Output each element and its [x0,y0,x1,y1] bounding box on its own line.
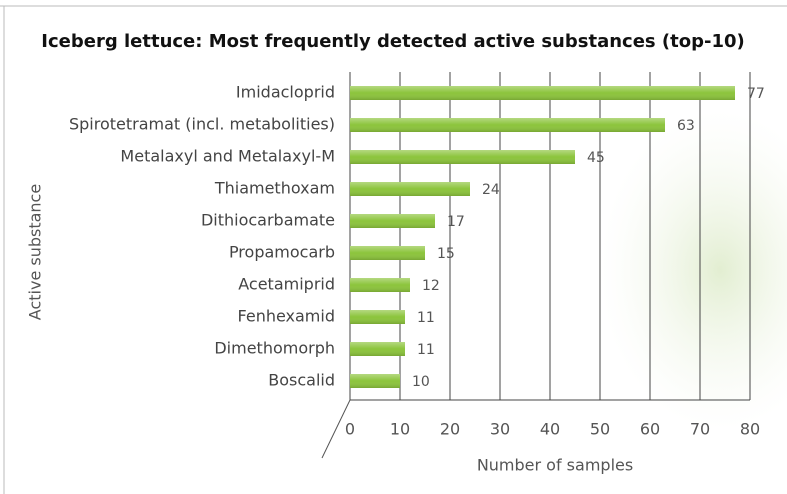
y-tick-label: Acetamiprid [238,275,335,294]
y-tick-label: Propamocarb [229,243,335,262]
bar-shine [350,374,400,388]
chart-title: Iceberg lettuce: Most frequently detecte… [41,31,744,52]
bar-shine [350,150,575,164]
x-tick-label: 60 [640,420,660,439]
value-label: 24 [482,182,500,198]
bar-shine [350,86,735,100]
bar-shine [350,182,470,196]
x-tick-label: 40 [540,420,560,439]
x-tick-label: 80 [740,420,760,439]
x-axis-label: Number of samples [477,456,633,475]
bar-shine [350,342,405,356]
x-tick-label: 20 [440,420,460,439]
value-label: 11 [417,310,435,326]
value-label: 17 [447,214,465,230]
x-tick-label: 50 [590,420,610,439]
x-tick-label: 10 [390,420,410,439]
bar-shine [350,214,435,228]
y-tick-label: Dithiocarbamate [201,211,335,230]
value-label: 15 [437,246,455,262]
bar-shine [350,310,405,324]
bar-shine [350,278,410,292]
value-label: 11 [417,342,435,358]
y-tick-label: Imidacloprid [236,83,335,102]
value-label: 45 [587,150,605,166]
x-tick-label: 70 [690,420,710,439]
value-label: 63 [677,118,695,134]
x-tick-label: 30 [490,420,510,439]
y-tick-label: Fenhexamid [238,307,335,326]
y-tick-label: Thiamethoxam [214,179,335,198]
y-axis-label: Active substance [26,184,45,320]
y-tick-label: Dimethomorph [214,339,335,358]
bar-shine [350,118,665,132]
y-tick-label: Metalaxyl and Metalaxyl-M [120,147,335,166]
x-tick-label: 0 [345,420,355,439]
value-label: 10 [412,374,430,390]
value-label: 12 [422,278,440,294]
axis-floor [321,399,351,459]
y-tick-label: Boscalid [268,371,335,390]
y-tick-label: Spirotetramat (incl. metabolities) [69,115,335,134]
bar-shine [350,246,425,260]
value-label: 77 [747,86,765,102]
decoration [600,110,787,430]
